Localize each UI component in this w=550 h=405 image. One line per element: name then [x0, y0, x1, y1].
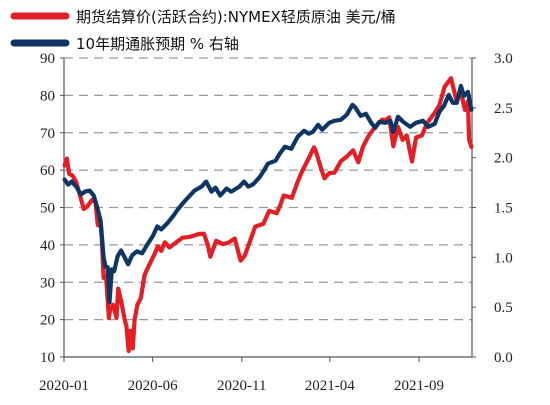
y-right-tick-label: 0.0	[494, 350, 513, 366]
y-left-tick-label: 50	[40, 201, 55, 217]
y-left-tick-label: 10	[40, 350, 55, 366]
y-right-tick-label: 1.5	[494, 201, 513, 217]
y-right-tick-label: 2.0	[494, 151, 513, 167]
y-left-tick-label: 40	[40, 238, 55, 254]
legend-label: 期货结算价(活跃合约):NYMEX轻质原油 美元/桶	[76, 8, 396, 26]
series-lines	[62, 76, 474, 354]
x-tick-label: 2021-04	[305, 378, 355, 394]
series-line-inflation-expectation	[62, 83, 474, 305]
y-left-tick-label: 20	[40, 313, 55, 329]
legend: 期货结算价(活跃合约):NYMEX轻质原油 美元/桶 10年期通胀预期 % 右轴	[10, 8, 396, 53]
y-left-tick-label: 90	[40, 51, 55, 67]
y-left-tick-label: 60	[40, 163, 55, 179]
y-right-tick-label: 1.0	[494, 250, 513, 266]
legend-label: 10年期通胀预期 % 右轴	[76, 35, 239, 53]
y-right-tick-label: 0.5	[494, 300, 513, 316]
series-line-crude-oil	[62, 76, 474, 354]
x-tick-label: 2020-11	[217, 378, 266, 394]
axes: 10 20 30 40 50 60 70 80 90 0.0 0.5 1.0 1.5 2.0 2.5 3.0 2…	[39, 51, 513, 394]
x-tick-label: 2020-06	[128, 378, 178, 394]
y-left-tick-label: 80	[40, 88, 55, 104]
y-left-tick-label: 30	[40, 275, 55, 291]
grid-lines	[64, 57, 472, 321]
y-left-tick-label: 70	[40, 126, 55, 142]
x-tick-label: 2021-09	[394, 378, 444, 394]
x-tick-label: 2020-01	[39, 378, 89, 394]
y-right-tick-label: 3.0	[494, 51, 513, 67]
y-right-tick-label: 2.5	[494, 101, 513, 117]
